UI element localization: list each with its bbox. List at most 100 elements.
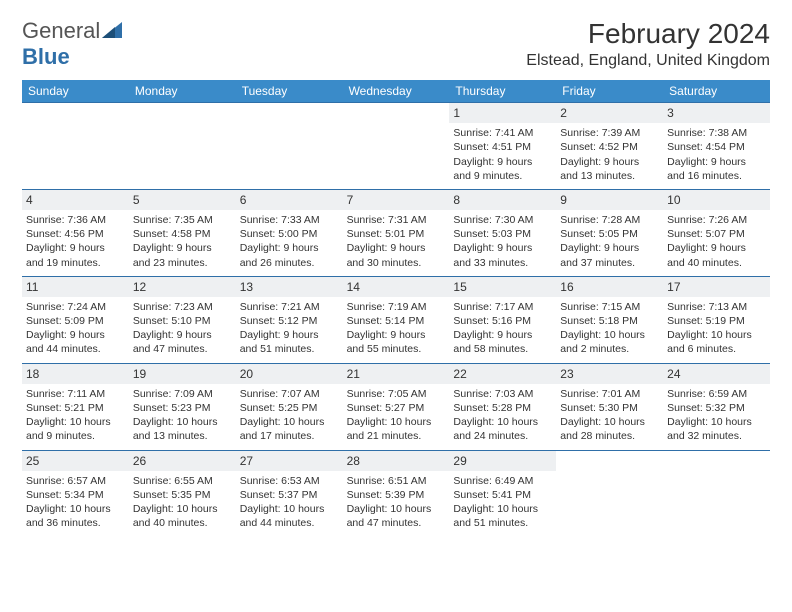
sunrise-text: Sunrise: 7:36 AM (26, 213, 125, 227)
day-number: 18 (22, 364, 129, 384)
dow-header: Wednesday (343, 80, 450, 102)
sunset-text: Sunset: 5:21 PM (26, 401, 125, 415)
day-cell: 2Sunrise: 7:39 AMSunset: 4:52 PMDaylight… (556, 102, 663, 189)
day-number: 24 (663, 364, 770, 384)
day-number: 21 (343, 364, 450, 384)
daylight-text: Daylight: 10 hours and 28 minutes. (560, 415, 659, 443)
day-number: 17 (663, 277, 770, 297)
day-number: 9 (556, 190, 663, 210)
day-cell: 1Sunrise: 7:41 AMSunset: 4:51 PMDaylight… (449, 102, 556, 189)
daylight-text: Daylight: 9 hours and 13 minutes. (560, 155, 659, 183)
day-cell: 3Sunrise: 7:38 AMSunset: 4:54 PMDaylight… (663, 102, 770, 189)
day-number: 28 (343, 451, 450, 471)
sunset-text: Sunset: 5:35 PM (133, 488, 232, 502)
daylight-text: Daylight: 9 hours and 9 minutes. (453, 155, 552, 183)
calendar-grid: SundayMondayTuesdayWednesdayThursdayFrid… (22, 80, 770, 536)
dow-header: Tuesday (236, 80, 343, 102)
daylight-text: Daylight: 9 hours and 47 minutes. (133, 328, 232, 356)
day-cell: 6Sunrise: 7:33 AMSunset: 5:00 PMDaylight… (236, 189, 343, 276)
daylight-text: Daylight: 9 hours and 26 minutes. (240, 241, 339, 269)
day-number: 16 (556, 277, 663, 297)
day-cell: 13Sunrise: 7:21 AMSunset: 5:12 PMDayligh… (236, 276, 343, 363)
sunset-text: Sunset: 5:23 PM (133, 401, 232, 415)
daylight-text: Daylight: 10 hours and 6 minutes. (667, 328, 766, 356)
sunset-text: Sunset: 5:12 PM (240, 314, 339, 328)
brand-part2: Blue (22, 44, 70, 69)
day-number: 2 (556, 103, 663, 123)
day-cell: 25Sunrise: 6:57 AMSunset: 5:34 PMDayligh… (22, 450, 129, 537)
sunset-text: Sunset: 4:58 PM (133, 227, 232, 241)
dow-header: Saturday (663, 80, 770, 102)
sunset-text: Sunset: 5:30 PM (560, 401, 659, 415)
daylight-text: Daylight: 10 hours and 2 minutes. (560, 328, 659, 356)
day-number: 15 (449, 277, 556, 297)
day-cell: 28Sunrise: 6:51 AMSunset: 5:39 PMDayligh… (343, 450, 450, 537)
sunset-text: Sunset: 5:37 PM (240, 488, 339, 502)
day-number: 5 (129, 190, 236, 210)
sunrise-text: Sunrise: 7:31 AM (347, 213, 446, 227)
sunset-text: Sunset: 5:05 PM (560, 227, 659, 241)
empty-cell (22, 102, 129, 189)
day-number: 4 (22, 190, 129, 210)
sunrise-text: Sunrise: 7:33 AM (240, 213, 339, 227)
sunset-text: Sunset: 5:25 PM (240, 401, 339, 415)
sunrise-text: Sunrise: 7:07 AM (240, 387, 339, 401)
dow-header: Monday (129, 80, 236, 102)
daylight-text: Daylight: 10 hours and 32 minutes. (667, 415, 766, 443)
day-cell: 7Sunrise: 7:31 AMSunset: 5:01 PMDaylight… (343, 189, 450, 276)
day-cell: 12 Sunrise: 7:23 AMSunset: 5:10 PMDayligh… (129, 276, 236, 363)
sunset-text: Sunset: 4:52 PM (560, 140, 659, 154)
empty-cell (236, 102, 343, 189)
sunset-text: Sunset: 5:39 PM (347, 488, 446, 502)
day-number: 12 (129, 277, 236, 297)
sunset-text: Sunset: 5:00 PM (240, 227, 339, 241)
daylight-text: Daylight: 10 hours and 13 minutes. (133, 415, 232, 443)
day-cell: 18Sunrise: 7:11 AMSunset: 5:21 PMDayligh… (22, 363, 129, 450)
day-cell: 9 Sunrise: 7:28 AMSunset: 5:05 PMDaylight… (556, 189, 663, 276)
dow-header: Sunday (22, 80, 129, 102)
month-title: February 2024 (526, 18, 770, 50)
day-number: 25 (22, 451, 129, 471)
sunrise-text: Sunrise: 7:35 AM (133, 213, 232, 227)
daylight-text: Daylight: 9 hours and 37 minutes. (560, 241, 659, 269)
sunrise-text: Sunrise: 7:05 AM (347, 387, 446, 401)
day-cell: 10Sunrise: 7:26 AMSunset: 5:07 PMDayligh… (663, 189, 770, 276)
day-cell: 15Sunrise: 7:17 AMSunset: 5:16 PMDayligh… (449, 276, 556, 363)
day-number: 22 (449, 364, 556, 384)
sunset-text: Sunset: 5:03 PM (453, 227, 552, 241)
empty-cell (663, 450, 770, 537)
sunset-text: Sunset: 5:27 PM (347, 401, 446, 415)
day-cell: 24Sunrise: 6:59 AMSunset: 5:32 PMDayligh… (663, 363, 770, 450)
location-text: Elstead, England, United Kingdom (526, 52, 770, 70)
sunrise-text: Sunrise: 7:23 AM (133, 300, 232, 314)
daylight-text: Daylight: 10 hours and 51 minutes. (453, 502, 552, 530)
daylight-text: Daylight: 10 hours and 40 minutes. (133, 502, 232, 530)
sunset-text: Sunset: 5:18 PM (560, 314, 659, 328)
day-number: 29 (449, 451, 556, 471)
sunset-text: Sunset: 5:10 PM (133, 314, 232, 328)
daylight-text: Daylight: 9 hours and 40 minutes. (667, 241, 766, 269)
sunrise-text: Sunrise: 7:17 AM (453, 300, 552, 314)
daylight-text: Daylight: 10 hours and 9 minutes. (26, 415, 125, 443)
day-cell: 21 Sunrise: 7:05 AMSunset: 5:27 PMDayligh… (343, 363, 450, 450)
sunset-text: Sunset: 5:28 PM (453, 401, 552, 415)
header: General Blue February 2024 Elstead, Engl… (22, 18, 770, 70)
sunset-text: Sunset: 5:32 PM (667, 401, 766, 415)
daylight-text: Daylight: 10 hours and 21 minutes. (347, 415, 446, 443)
sunset-text: Sunset: 5:19 PM (667, 314, 766, 328)
day-number: 7 (343, 190, 450, 210)
brand-logo: General Blue (22, 18, 122, 70)
day-cell: 16Sunrise: 7:15 AMSunset: 5:18 PMDayligh… (556, 276, 663, 363)
day-number: 14 (343, 277, 450, 297)
sunrise-text: Sunrise: 7:01 AM (560, 387, 659, 401)
sunrise-text: Sunrise: 7:28 AM (560, 213, 659, 227)
daylight-text: Daylight: 9 hours and 19 minutes. (26, 241, 125, 269)
empty-cell (129, 102, 236, 189)
day-number: 11 (22, 277, 129, 297)
day-number: 13 (236, 277, 343, 297)
sunset-text: Sunset: 5:34 PM (26, 488, 125, 502)
day-number: 10 (663, 190, 770, 210)
sunrise-text: Sunrise: 7:30 AM (453, 213, 552, 227)
day-cell: 29Sunrise: 6:49 AMSunset: 5:41 PMDayligh… (449, 450, 556, 537)
sunset-text: Sunset: 5:09 PM (26, 314, 125, 328)
